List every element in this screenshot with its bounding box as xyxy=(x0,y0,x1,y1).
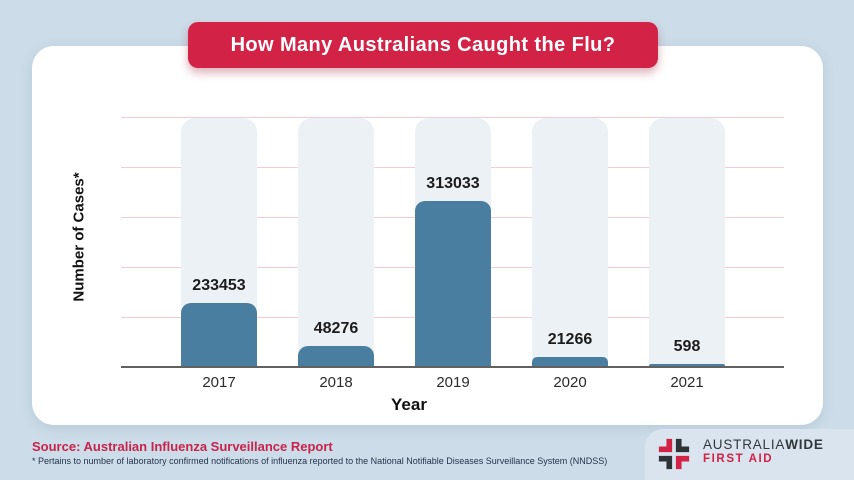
x-tick-label: 2019 xyxy=(436,374,470,391)
first-aid-cross-icon xyxy=(658,438,690,470)
x-axis-line xyxy=(121,366,784,368)
source-text: Source: Australian Influenza Surveillanc… xyxy=(32,439,333,454)
plot-area: 233453 48276 313033 21266 598 xyxy=(121,46,784,368)
x-tick-label: 2021 xyxy=(670,374,704,391)
x-tick-row: 2017 2018 2019 2020 2021 xyxy=(121,374,784,394)
bar-2020 xyxy=(532,357,608,368)
y-axis-label: Number of Cases* xyxy=(70,172,88,302)
logo-text: AUSTRALIAWIDE FIRST AID xyxy=(703,437,824,465)
chart-title: How Many Australians Caught the Flu? xyxy=(230,33,616,56)
bar-2017 xyxy=(181,303,257,368)
x-tick-label: 2020 xyxy=(553,374,587,391)
bar-value-label: 313033 xyxy=(426,175,480,192)
x-tick-label: 2017 xyxy=(202,374,236,391)
chart-card: Number of Cases* 233453 48276 313033 21266 5… xyxy=(32,46,823,425)
bar-value-label: 598 xyxy=(673,338,701,355)
brand-name-bold: WIDE xyxy=(785,437,824,452)
brand-name: AUSTRALIAWIDE xyxy=(703,437,824,452)
brand-name-regular: AUSTRALIA xyxy=(703,437,786,452)
bar-value-label: 233453 xyxy=(192,277,246,294)
x-axis-label: Year xyxy=(391,395,427,414)
footnote-text: * Pertains to number of laboratory confi… xyxy=(32,456,608,466)
chart-title-banner: How Many Australians Caught the Flu? xyxy=(188,22,658,68)
logo-panel: AUSTRALIAWIDE FIRST AID xyxy=(645,429,854,480)
bar-value-label: 21266 xyxy=(547,331,593,348)
bar-value-label: 48276 xyxy=(313,320,359,337)
column-background xyxy=(532,118,608,368)
bar-2018 xyxy=(298,346,374,368)
bar-2019 xyxy=(415,201,491,368)
gridline xyxy=(121,117,784,118)
column-background xyxy=(298,118,374,368)
brand-tagline: FIRST AID xyxy=(703,453,774,465)
column-background xyxy=(649,118,725,368)
x-tick-label: 2018 xyxy=(319,374,353,391)
